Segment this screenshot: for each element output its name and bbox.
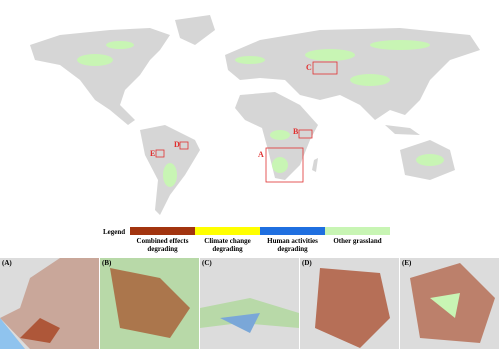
legend-swatch xyxy=(325,227,390,235)
panel-label: (D) xyxy=(302,259,312,267)
legend-swatch xyxy=(195,227,260,235)
box-label: A xyxy=(258,150,264,159)
legend-swatch xyxy=(260,227,325,235)
legend-label: Climate change degrading xyxy=(204,237,251,253)
panel: (B) xyxy=(100,258,200,349)
world-map: A B C D E Legend xyxy=(30,15,480,236)
box-label: C xyxy=(306,63,312,72)
panel: (A) xyxy=(0,258,100,349)
panel-label: (B) xyxy=(102,259,112,267)
box-label: D xyxy=(174,140,180,149)
grassland-specks xyxy=(77,40,444,187)
panel-label: (E) xyxy=(402,259,412,267)
panel: (D) xyxy=(300,258,400,349)
panel: (E) xyxy=(400,258,500,349)
legend-swatch xyxy=(130,227,195,235)
legend-label: Combined effects degrading xyxy=(136,237,189,253)
zoom-boxes xyxy=(155,61,338,183)
panel-label: (A) xyxy=(2,259,12,267)
panel: (C) xyxy=(200,258,300,349)
box-label: E xyxy=(150,149,155,158)
box-label: B xyxy=(293,127,299,136)
panel-label: (C) xyxy=(202,259,212,267)
legend-label: Other grassland xyxy=(333,237,382,245)
legend-label: Human activities degrading xyxy=(267,237,318,253)
legend-title: Legend xyxy=(103,228,125,236)
